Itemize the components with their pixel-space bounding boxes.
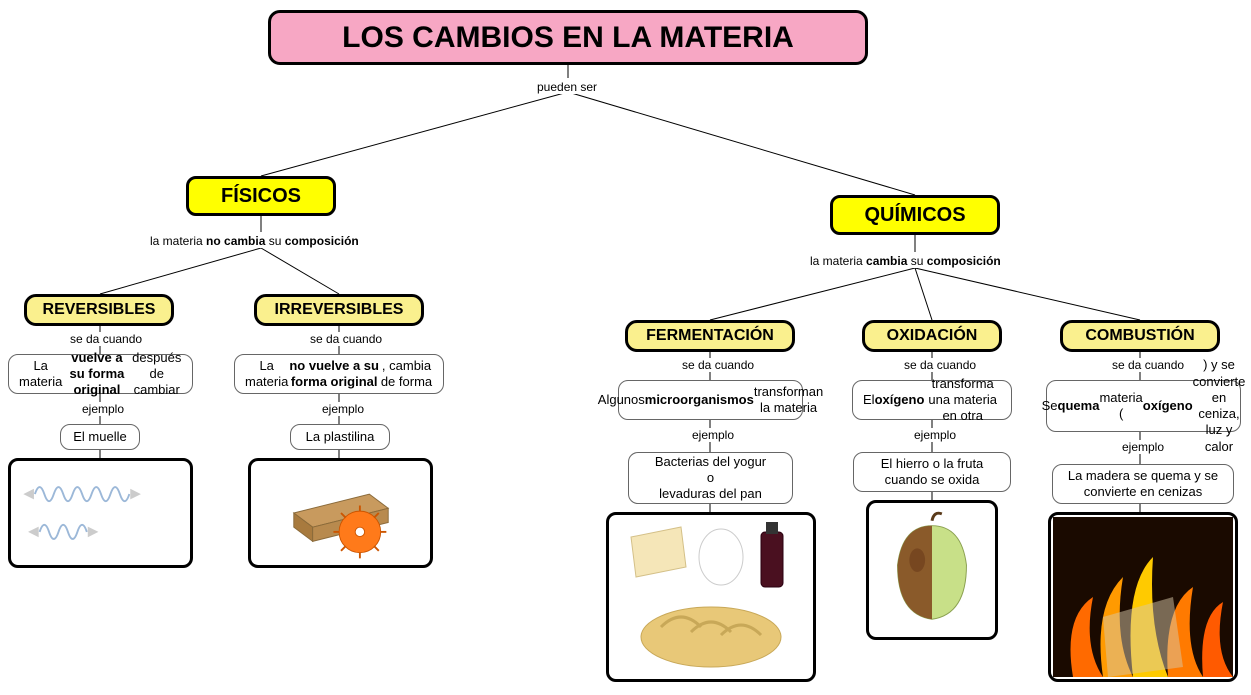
fire-icon: [1053, 517, 1233, 677]
oxidacion-desc: El oxígeno transforma una materia en otr…: [852, 380, 1012, 420]
label-irreversibles-sdc: se da cuando: [308, 332, 384, 346]
quimicos-node: QUÍMICOS: [830, 195, 1000, 235]
label-combustion-sdc: se da cuando: [1110, 358, 1186, 372]
label-reversibles-ejemplo: ejemplo: [80, 402, 126, 416]
combustion-image: [1048, 512, 1238, 682]
reversibles-ejemplo: El muelle: [60, 424, 140, 450]
label-combustion-ejemplo: ejemplo: [1120, 440, 1166, 454]
irreversibles-node: IRREVERSIBLES: [254, 294, 424, 326]
label-pueden-ser: pueden ser: [535, 80, 599, 94]
label-fermentacion-ejemplo: ejemplo: [690, 428, 736, 442]
combustion-ejemplo: La madera se quema y se convierte en cen…: [1052, 464, 1234, 504]
label-fisicos-desc: la materia no cambia su composición: [148, 234, 361, 248]
fermentacion-node: FERMENTACIÓN: [625, 320, 795, 352]
fermentacion-image: [606, 512, 816, 682]
fisicos-node: FÍSICOS: [186, 176, 336, 216]
reversibles-desc: La materia vuelve a su forma original de…: [8, 354, 193, 394]
fermentacion-desc: Algunos microorganismos transforman la m…: [618, 380, 803, 420]
label-quimicos-desc: la materia cambia su composición: [808, 254, 1003, 268]
saw-wood-icon: [256, 465, 426, 561]
label-oxidacion-sdc: se da cuando: [902, 358, 978, 372]
label-irreversibles-ejemplo: ejemplo: [320, 402, 366, 416]
oxidacion-image: [866, 500, 998, 640]
label-reversibles-sdc: se da cuando: [68, 332, 144, 346]
reversibles-image: [8, 458, 193, 568]
combustion-node: COMBUSTIÓN: [1060, 320, 1220, 352]
label-oxidacion-ejemplo: ejemplo: [912, 428, 958, 442]
oxidacion-node: OXIDACIÓN: [862, 320, 1002, 352]
spring-icon: [16, 465, 186, 561]
irreversibles-image: [248, 458, 433, 568]
reversibles-node: REVERSIBLES: [24, 294, 174, 326]
label-fermentacion-sdc: se da cuando: [680, 358, 756, 372]
irreversibles-ejemplo: La plastilina: [290, 424, 390, 450]
combustion-desc: Se quema materia (oxígeno) y se conviert…: [1046, 380, 1241, 432]
oxidacion-ejemplo: El hierro o la fruta cuando se oxida: [853, 452, 1011, 492]
apple-oxidized-icon: [872, 506, 992, 634]
irreversibles-desc: La materia no vuelve a su forma original…: [234, 354, 444, 394]
bread-cheese-icon: [611, 517, 811, 677]
fermentacion-ejemplo: Bacterias del yogurolevaduras del pan: [628, 452, 793, 504]
title-node: LOS CAMBIOS EN LA MATERIA: [268, 10, 868, 65]
